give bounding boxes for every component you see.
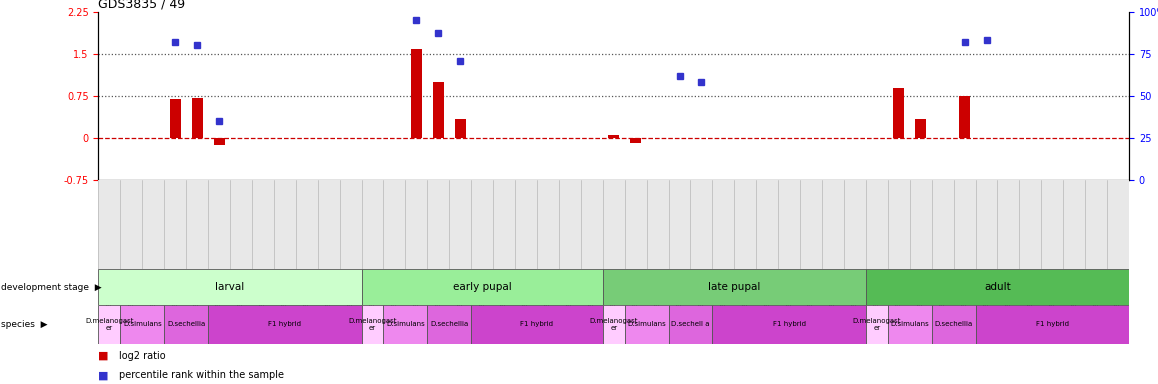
Text: F1 hybrid: F1 hybrid — [269, 321, 301, 328]
Bar — [383, 305, 427, 344]
Bar — [98, 305, 120, 344]
Text: larval: larval — [215, 282, 244, 292]
Bar — [213, 138, 225, 145]
Bar — [433, 82, 444, 138]
Bar — [668, 305, 712, 344]
Bar — [455, 119, 466, 138]
Bar — [888, 305, 932, 344]
Bar — [603, 269, 866, 305]
Bar — [959, 96, 970, 138]
Bar — [866, 269, 1129, 305]
Text: ■: ■ — [98, 351, 112, 361]
Bar — [411, 49, 422, 138]
Text: D.melanogast
er: D.melanogast er — [852, 318, 901, 331]
Text: ■: ■ — [98, 370, 112, 380]
Text: GDS3835 / 49: GDS3835 / 49 — [98, 0, 185, 10]
Bar — [471, 305, 603, 344]
Text: D.melanogast
er: D.melanogast er — [589, 318, 638, 331]
Text: D.simulans: D.simulans — [123, 321, 162, 328]
Bar — [361, 269, 603, 305]
Text: D.sechellia: D.sechellia — [430, 321, 468, 328]
Bar — [915, 119, 926, 138]
Bar — [712, 305, 866, 344]
Bar — [893, 88, 904, 138]
Bar — [361, 305, 383, 344]
Text: D.sechell a: D.sechell a — [672, 321, 710, 328]
Bar — [624, 305, 668, 344]
Bar — [208, 305, 361, 344]
Text: adult: adult — [984, 282, 1011, 292]
Bar — [170, 99, 181, 138]
Text: early pupal: early pupal — [453, 282, 512, 292]
Text: D.simulans: D.simulans — [386, 321, 425, 328]
Text: species  ▶: species ▶ — [1, 320, 47, 329]
Text: F1 hybrid: F1 hybrid — [1035, 321, 1069, 328]
Bar — [120, 305, 164, 344]
Bar — [866, 305, 888, 344]
Bar — [630, 138, 642, 143]
Bar — [603, 305, 624, 344]
Text: F1 hybrid: F1 hybrid — [772, 321, 806, 328]
Text: percentile rank within the sample: percentile rank within the sample — [119, 370, 284, 380]
Bar — [164, 305, 208, 344]
Text: D.melanogast
er: D.melanogast er — [86, 318, 133, 331]
Text: D.simulans: D.simulans — [628, 321, 666, 328]
Bar — [427, 305, 471, 344]
Text: late pupal: late pupal — [709, 282, 761, 292]
Text: development stage  ▶: development stage ▶ — [1, 283, 102, 291]
Text: log2 ratio: log2 ratio — [119, 351, 166, 361]
Bar — [975, 305, 1129, 344]
Text: D.melanogast
er: D.melanogast er — [349, 318, 397, 331]
Bar — [608, 136, 620, 138]
Bar — [98, 269, 361, 305]
Text: D.simulans: D.simulans — [891, 321, 929, 328]
Text: F1 hybrid: F1 hybrid — [520, 321, 554, 328]
Text: D.sechellia: D.sechellia — [935, 321, 973, 328]
Bar — [191, 98, 203, 138]
Text: D.sechellia: D.sechellia — [167, 321, 205, 328]
Bar — [932, 305, 975, 344]
